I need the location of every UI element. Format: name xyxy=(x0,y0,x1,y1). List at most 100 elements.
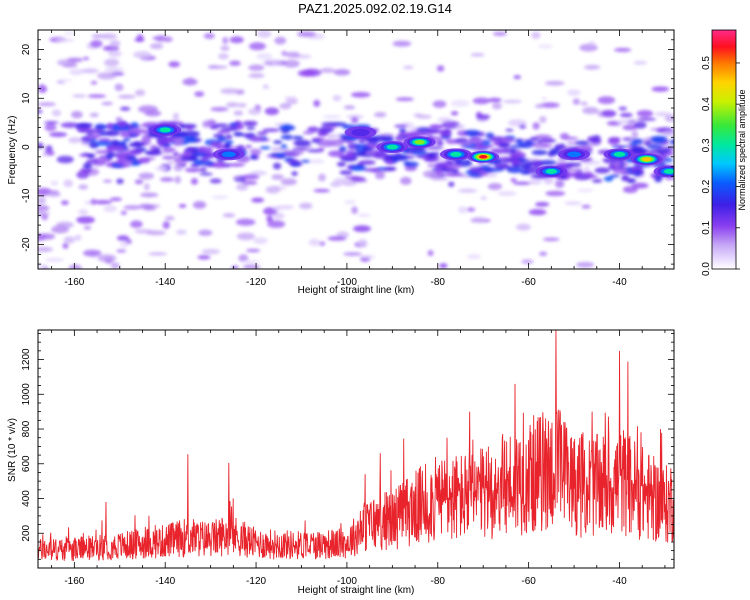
spectrogram-cell xyxy=(472,97,491,105)
spectrogram-cell xyxy=(201,248,221,255)
spectrogram-cell xyxy=(654,175,663,183)
spectrogram-cell xyxy=(82,56,90,61)
spectrogram-cell xyxy=(99,33,118,40)
spectrogram-cell xyxy=(114,83,124,92)
spectrogram-cell xyxy=(262,84,269,90)
spectrogram-cell xyxy=(116,249,127,253)
spectrogram-cell xyxy=(491,102,503,110)
spectrogram-heatmap xyxy=(38,30,674,269)
spectrogram-cell xyxy=(424,146,444,150)
spectrogram-cell xyxy=(327,134,337,139)
spectrogram-cell xyxy=(669,139,674,145)
spectrogram-cell xyxy=(506,167,524,174)
spectrogram-cell xyxy=(159,177,174,182)
x-tick-label: -160 xyxy=(64,277,84,288)
spectrogram-cell xyxy=(299,202,313,210)
spectrogram-cell xyxy=(313,99,321,107)
spectrogram-cell xyxy=(157,136,170,141)
spectrogram-cell xyxy=(49,132,68,137)
spectrogram-cell xyxy=(256,131,268,136)
spectrogram-cell xyxy=(287,159,298,163)
spectrogram-cell xyxy=(541,96,548,101)
spectrogram-cell xyxy=(242,264,260,269)
spectrogram-cell xyxy=(554,180,565,188)
spectrogram-cell xyxy=(336,161,347,167)
spectrogram-cell xyxy=(243,133,255,139)
spectrogram-cell xyxy=(350,91,371,98)
y-tick-label: 800 xyxy=(21,420,32,437)
spectrogram-cell xyxy=(318,127,334,133)
spectrogram-cell xyxy=(664,157,673,163)
spectrogram-cell xyxy=(444,172,463,177)
x-tick-label: -120 xyxy=(246,277,266,288)
spectrogram-cell xyxy=(290,162,301,167)
spectrogram-cell xyxy=(155,35,168,42)
spectrogram-cell xyxy=(580,101,588,106)
spectrogram-cell xyxy=(276,153,286,158)
spectrogram-cell xyxy=(264,61,274,65)
spectrogram-cell xyxy=(540,159,557,166)
spectrogram-cell xyxy=(61,200,69,206)
spectrogram-cell xyxy=(217,53,229,60)
spectrogram-cell xyxy=(184,125,194,130)
spectrogram-cell xyxy=(241,180,258,185)
spectrogram-cell xyxy=(582,106,599,115)
spectrogram-cell xyxy=(231,265,239,269)
spectrogram-cell xyxy=(613,47,632,53)
spectrogram-cell xyxy=(322,115,342,119)
spectrogram-cell xyxy=(265,186,281,194)
spectrogram-cell xyxy=(117,94,136,99)
spectrogram-cell xyxy=(280,144,288,149)
x-tick-label: -80 xyxy=(431,576,446,587)
spectrogram-cell xyxy=(339,170,353,176)
spectrogram-cell xyxy=(105,129,121,137)
spectrogram-cell xyxy=(280,134,293,140)
spectrogram-cell xyxy=(520,162,531,170)
spectrogram-cell xyxy=(579,43,598,52)
spectrogram-cell xyxy=(38,246,54,253)
spectrogram-cell xyxy=(447,163,462,169)
spectrogram-cell xyxy=(121,151,129,156)
spectrogram-cell xyxy=(168,61,181,68)
spectrogram-cell xyxy=(103,58,120,67)
spectrogram-cell xyxy=(587,41,596,46)
spectrogram-cell xyxy=(97,254,117,263)
spectrogram-cell xyxy=(629,142,638,147)
spectrogram-cell xyxy=(327,139,344,147)
spectrogram-cell xyxy=(90,198,97,205)
spectrogram-cell xyxy=(246,248,261,253)
spectrogram-cell xyxy=(574,174,591,181)
colorbar-tick-label: 0.3 xyxy=(701,138,712,152)
spectrogram-cell xyxy=(471,216,487,222)
x-tick-label: -140 xyxy=(155,277,175,288)
x-tick-label: -100 xyxy=(337,576,357,587)
spectrogram-cell xyxy=(197,255,211,260)
spectrogram-cell xyxy=(609,174,620,178)
spectrogram-cell xyxy=(209,178,222,184)
spectrogram-cell xyxy=(45,257,65,263)
spectrogram-cell xyxy=(178,204,187,208)
spectrogram-cell xyxy=(532,122,540,130)
spectrogram-cell xyxy=(273,140,283,144)
spectrogram-cell xyxy=(86,132,102,139)
spectrogram-cell xyxy=(633,121,647,129)
spectrogram-cell xyxy=(632,138,643,145)
spectrogram-cell xyxy=(436,140,444,147)
spectrogram-cell xyxy=(72,94,87,98)
y-tick-label: 1000 xyxy=(21,383,32,406)
spectrogram-cell xyxy=(621,174,630,182)
spectrogram-cell xyxy=(74,234,82,242)
spectrogram-cell xyxy=(582,160,601,166)
spectrogram-cell xyxy=(118,121,127,128)
snr-x-axis-label: Height of straight line (km) xyxy=(298,585,415,596)
spectrogram-cell xyxy=(43,121,59,125)
spectrogram-cell xyxy=(498,142,510,148)
y-tick-label: 20 xyxy=(21,44,32,56)
spectrogram-cell xyxy=(343,252,362,257)
x-tick-label: -140 xyxy=(155,576,175,587)
spectrogram-cell xyxy=(521,259,534,265)
spectrogram-cell xyxy=(175,229,187,235)
spectrogram-cell xyxy=(233,131,244,137)
spectrogram-cell xyxy=(292,135,304,140)
spectrogram-cell xyxy=(647,144,664,149)
